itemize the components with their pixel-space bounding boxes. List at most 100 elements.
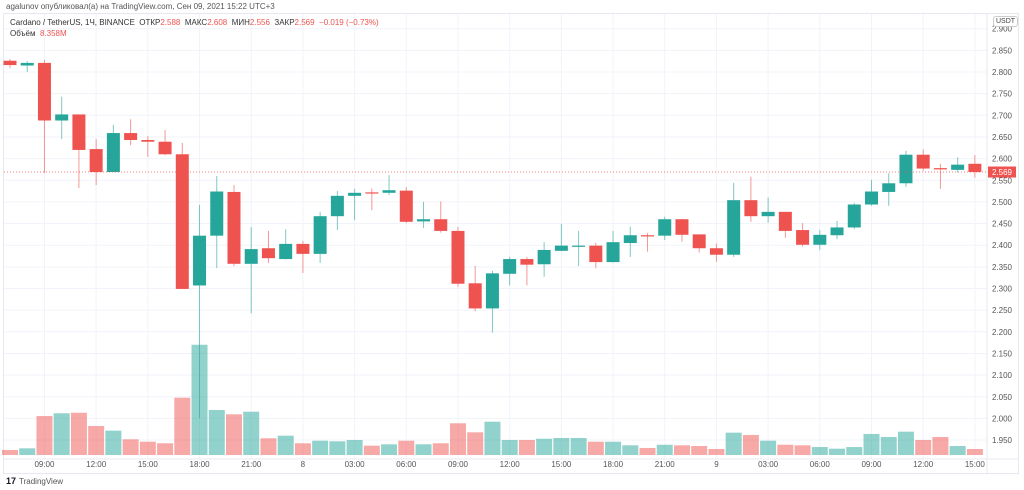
- volume-bar: [639, 447, 656, 455]
- price-tick-label: 2.800: [992, 68, 1013, 77]
- candle-body: [572, 245, 586, 247]
- volume-bar: [949, 446, 966, 455]
- candle-body: [744, 200, 758, 217]
- time-tick-label: 06:00: [396, 460, 417, 469]
- candle: [261, 230, 275, 263]
- candle-body: [175, 154, 189, 289]
- candle-body: [124, 133, 138, 140]
- volume-bar: [312, 440, 329, 455]
- candle: [692, 234, 706, 253]
- time-tick-label: 15:00: [138, 460, 159, 469]
- candle-body: [503, 259, 517, 274]
- candle-body: [761, 211, 775, 217]
- time-tick-label: 18:00: [190, 460, 211, 469]
- candle-body: [778, 211, 792, 231]
- volume-bar: [915, 439, 932, 455]
- volume-bar: [208, 409, 225, 455]
- candle: [210, 175, 224, 269]
- candle: [451, 227, 465, 287]
- candle: [244, 227, 258, 314]
- volume-bar: [449, 423, 466, 455]
- candle-body: [554, 245, 568, 251]
- time-tick-label: 18:00: [603, 460, 624, 469]
- volume-bar: [536, 438, 553, 455]
- candle: [158, 130, 172, 156]
- candle: [3, 59, 17, 69]
- candle: [951, 157, 965, 173]
- volume-bar: [243, 411, 260, 455]
- low-value: 2.556: [249, 18, 270, 27]
- volume-bar: [742, 434, 759, 455]
- time-tick-label: 15:00: [965, 460, 986, 469]
- chart-legend: Cardano / TetherUS, 1Ч, BINANCE ОТКР2.58…: [10, 17, 379, 39]
- price-tick-label: 2.450: [992, 220, 1013, 229]
- candle: [330, 191, 344, 231]
- volume-bar: [174, 397, 191, 455]
- candle: [847, 202, 861, 230]
- candle: [761, 197, 775, 223]
- price-tick-label: 2.250: [992, 306, 1013, 315]
- volume-bar: [622, 445, 639, 455]
- volume-bar: [36, 416, 53, 455]
- candle: [20, 61, 34, 72]
- candle-body: [37, 62, 51, 121]
- volume-bar: [277, 435, 294, 455]
- price-tick-label: 2.550: [992, 176, 1013, 185]
- candle: [572, 230, 586, 266]
- volume-bar: [105, 430, 122, 455]
- symbol-title[interactable]: Cardano / TetherUS, 1Ч, BINANCE: [10, 18, 135, 27]
- volume-bar: [484, 421, 501, 455]
- price-tick-label: 2.650: [992, 133, 1013, 142]
- close-label: ЗАКР: [274, 18, 295, 27]
- volume-bar: [605, 441, 622, 455]
- volume-bar: [329, 441, 346, 455]
- price-tick-label: 2.700: [992, 111, 1013, 120]
- candle: [709, 243, 723, 262]
- volume-bar: [467, 432, 484, 455]
- candle-body: [365, 192, 379, 194]
- volume-bar: [53, 413, 70, 455]
- candle-body: [468, 283, 482, 309]
- volume-bar: [398, 440, 415, 455]
- volume-bar: [829, 448, 846, 455]
- candle-body: [3, 60, 17, 66]
- candle-body: [399, 190, 413, 222]
- time-tick-label: 03:00: [345, 460, 366, 469]
- candle: [658, 216, 672, 241]
- volume-bar: [260, 438, 277, 455]
- candle: [606, 230, 620, 263]
- candle-body: [537, 249, 551, 265]
- volume-label: Объём: [10, 29, 36, 38]
- candle: [124, 119, 138, 146]
- candle: [279, 229, 293, 260]
- candle-body: [589, 245, 603, 263]
- candle: [554, 223, 568, 252]
- candle-body: [20, 62, 34, 66]
- candle: [899, 150, 913, 187]
- open-label: ОТКР: [139, 18, 161, 27]
- volume-bar: [122, 439, 139, 455]
- candle-body: [916, 154, 930, 169]
- volume-bar: [19, 448, 36, 455]
- candle: [365, 188, 379, 211]
- volume-bar: [811, 447, 828, 455]
- price-tick-label: 2.200: [992, 328, 1013, 337]
- candle-body: [623, 235, 637, 244]
- currency-badge[interactable]: USDT: [993, 16, 1019, 27]
- time-tick-label: 09:00: [448, 460, 469, 469]
- candle-body: [279, 243, 293, 260]
- tradingview-logo-icon: 17: [6, 476, 17, 486]
- candle-body: [261, 248, 275, 259]
- candle-body: [210, 191, 224, 236]
- time-tick-label: 12:00: [500, 460, 521, 469]
- candle-body: [813, 234, 827, 245]
- low-label: МИН: [231, 18, 250, 27]
- time-tick-label: 15:00: [551, 460, 572, 469]
- candle-body: [244, 249, 258, 264]
- time-tick-label: 9: [714, 460, 719, 469]
- last-price-badge: [988, 166, 1016, 178]
- candle: [933, 163, 947, 189]
- volume-bar: [415, 444, 432, 455]
- candle: [313, 211, 327, 263]
